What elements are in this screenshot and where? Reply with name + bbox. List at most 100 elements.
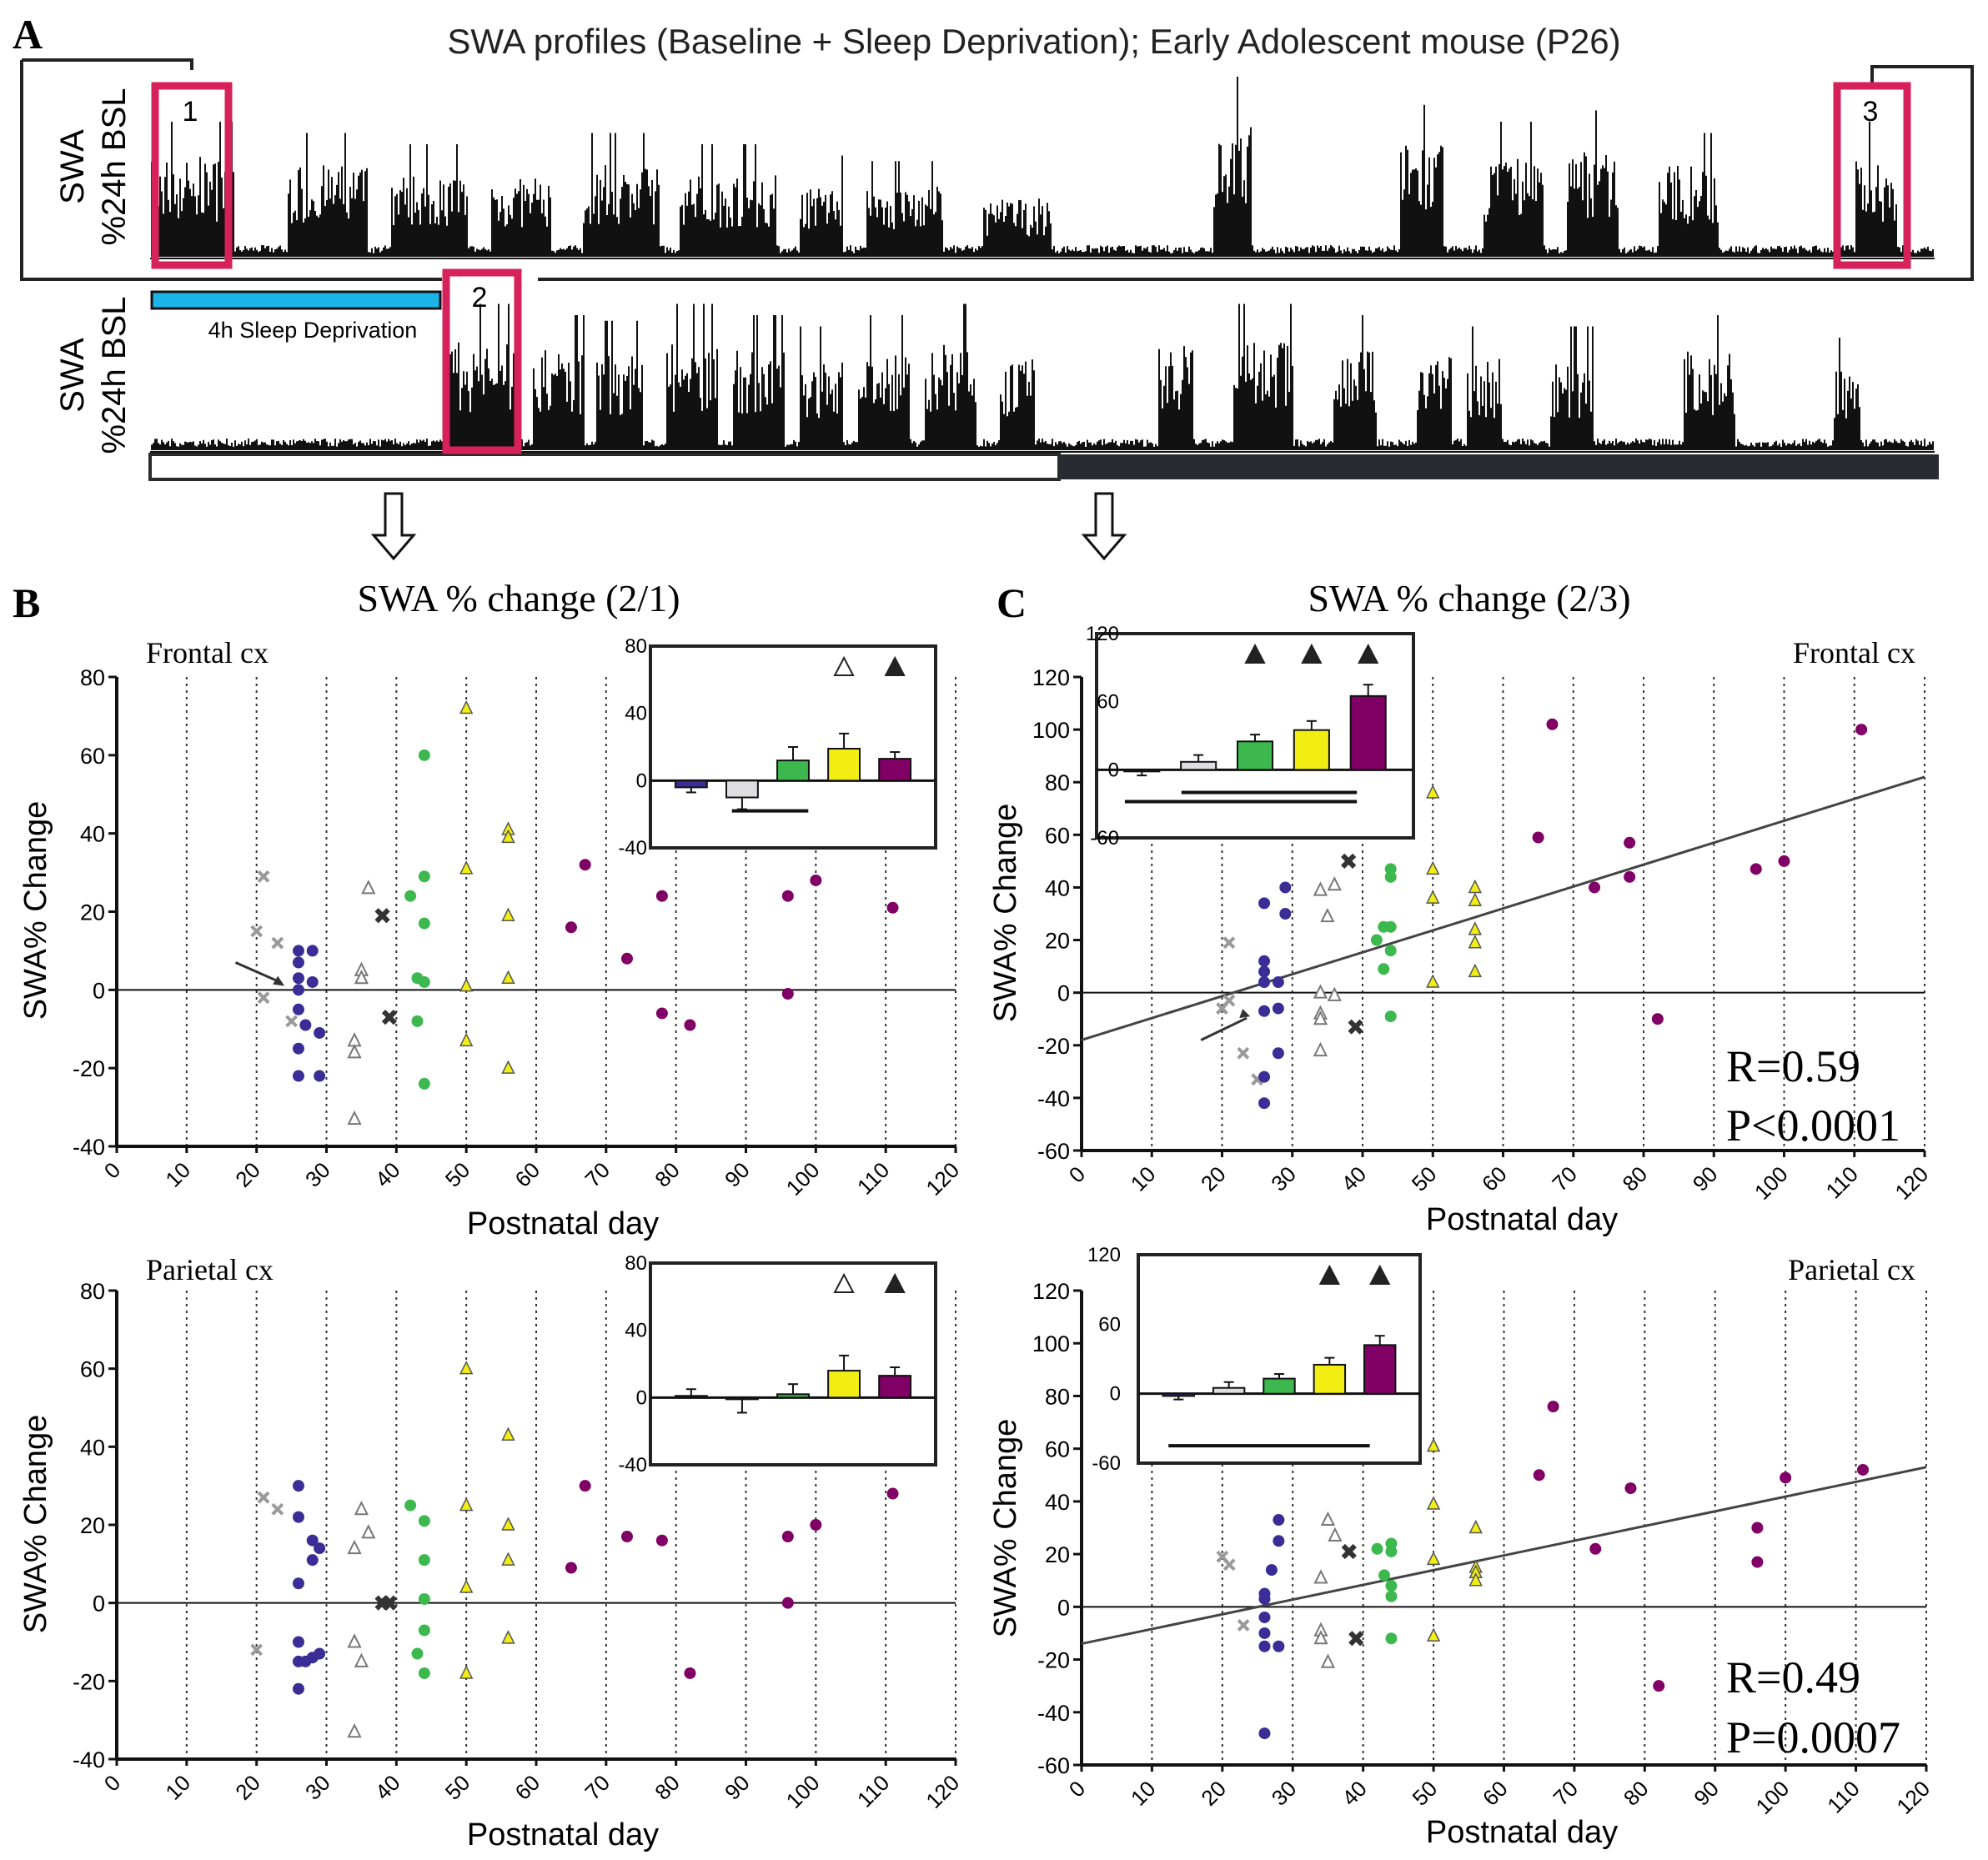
- blue-dot-point: [306, 945, 319, 957]
- x-tick-label: 30: [1266, 1161, 1301, 1196]
- inset-bar: [1212, 1386, 1246, 1395]
- purple-dot-point: [620, 1531, 633, 1543]
- inset-tick-label: 80: [625, 1252, 647, 1275]
- x-axis-label: Postnatal day: [1426, 1202, 1618, 1237]
- blue-dot-point: [292, 1070, 304, 1082]
- green-dot-point: [1370, 934, 1383, 946]
- y-tick-label: -20: [1037, 1034, 1070, 1059]
- inset-tick-label: 40: [625, 1320, 647, 1342]
- blue-dot-point: [1258, 965, 1271, 978]
- y-tick-label: -40: [73, 1135, 105, 1160]
- chart-B-parietal: -40 -20 0 20 40 60 80 0 10 20 30 40 50 60 70 80 90 100 110…: [18, 1252, 964, 1852]
- x-tick-label: 0: [1064, 1776, 1090, 1802]
- purple-dot-point: [620, 952, 633, 965]
- stat-r: R=0.59: [1726, 1041, 1860, 1091]
- blue-dot-point: [1272, 1002, 1284, 1015]
- x-axis-label: Postnatal day: [467, 1817, 659, 1852]
- x-tick-label: 30: [300, 1770, 335, 1805]
- x-tick-label: 90: [720, 1770, 755, 1805]
- purple-dot-point: [684, 1667, 696, 1679]
- green-dot-point: [1378, 963, 1390, 975]
- x-tick-label: 120: [921, 1157, 964, 1201]
- grey-x-point: [1237, 1046, 1250, 1060]
- stat-r: R=0.49: [1726, 1652, 1860, 1702]
- y-tick-label: -60: [1037, 1139, 1070, 1164]
- y-tick-label: 0: [1057, 1595, 1070, 1620]
- x-tick-label: 50: [1408, 1776, 1443, 1811]
- highlight-box-3: [1833, 82, 1911, 269]
- purple-dot-point: [781, 890, 794, 902]
- inset-bar: [776, 760, 810, 782]
- y-tick-label: 80: [80, 665, 105, 690]
- blue-dot-point: [299, 1019, 312, 1031]
- grey-x-point: [1222, 994, 1236, 1007]
- green-dot-point: [1385, 1632, 1398, 1645]
- yellow-triangle-point: [1468, 963, 1483, 978]
- inset-bar: [1313, 1363, 1347, 1395]
- trace1-ylabel-swa: SWA: [54, 129, 91, 204]
- yellow-triangle-point: [1426, 974, 1440, 988]
- grey-x-point: [257, 1491, 270, 1504]
- inset-tick-label: -40: [618, 1454, 647, 1476]
- inset-bar: [1363, 1344, 1397, 1395]
- grey-triangle-point: [347, 1722, 362, 1738]
- yellow-triangle-point: [1468, 879, 1483, 894]
- inset-bar: [1236, 740, 1274, 771]
- sleep-deprivation-bar: [150, 290, 442, 310]
- box-label-3: 3: [1863, 96, 1879, 128]
- y-axis-label: SWA% Change: [988, 804, 1023, 1023]
- inset-tick-label: 120: [1086, 623, 1119, 645]
- y-tick-label: -20: [73, 1669, 105, 1694]
- purple-dot-point: [1855, 724, 1868, 736]
- purple-dot-point: [579, 859, 591, 871]
- black-x-point: [1341, 853, 1357, 870]
- x-tick-label: 10: [160, 1157, 195, 1192]
- purple-dot-point: [810, 874, 822, 886]
- blue-dot-point: [1258, 897, 1271, 910]
- purple-dot-point: [1624, 870, 1636, 883]
- green-dot-point: [418, 749, 430, 761]
- grey-x-point: [257, 870, 270, 883]
- y-tick-label: -20: [1037, 1648, 1070, 1673]
- black-x-point: [1348, 1019, 1363, 1035]
- filled-triangle-icon: [1318, 1264, 1341, 1285]
- inset-tick-label: 60: [1098, 1313, 1121, 1336]
- yellow-triangle-point: [1468, 921, 1483, 935]
- blue-dot-point: [292, 1480, 304, 1492]
- purple-dot-point: [781, 1531, 794, 1543]
- purple-dot-point: [886, 901, 899, 914]
- green-dot-point: [1371, 1542, 1383, 1555]
- y-axis-label: SWA% Change: [18, 801, 53, 1020]
- grey-triangle-point: [1313, 1041, 1328, 1057]
- x-tick-label: 50: [440, 1157, 475, 1192]
- green-dot-point: [1385, 1580, 1398, 1592]
- grey-x-point: [257, 991, 270, 1005]
- grey-triangle-point: [361, 880, 376, 895]
- x-tick-label: 100: [1751, 1776, 1795, 1819]
- green-dot-point: [418, 870, 430, 883]
- x-tick-label: 90: [720, 1157, 755, 1192]
- grey-triangle-point: [1320, 1653, 1336, 1668]
- green-dot-point: [1385, 1545, 1398, 1557]
- purple-dot-point: [886, 1487, 899, 1500]
- yellow-triangle-point: [1426, 1496, 1441, 1510]
- x-tick-label: 40: [370, 1157, 405, 1192]
- blue-dot-point: [1258, 1627, 1271, 1639]
- x-tick-label: 50: [440, 1770, 475, 1805]
- yellow-triangle-point: [459, 1032, 474, 1047]
- yellow-triangle-point: [501, 1060, 515, 1074]
- inset-bar: [1263, 1377, 1296, 1395]
- yellow-triangle-point: [459, 1497, 474, 1512]
- purple-dot-point: [565, 1562, 577, 1574]
- y-axis-label: SWA% Change: [18, 1415, 53, 1634]
- blue-dot-point: [1272, 1047, 1284, 1060]
- regression-line: [1081, 1466, 1927, 1646]
- green-dot-point: [418, 1624, 430, 1637]
- grey-triangle-point: [1313, 1630, 1328, 1645]
- trace2-ylabel-swa: SWA: [54, 338, 91, 413]
- x-tick-label: 120: [1891, 1776, 1935, 1819]
- x-tick-label: 120: [921, 1770, 964, 1813]
- x-tick-label: 40: [1337, 1161, 1372, 1196]
- black-x-point: [1348, 1631, 1364, 1647]
- arrow-to-b-icon: [370, 492, 417, 561]
